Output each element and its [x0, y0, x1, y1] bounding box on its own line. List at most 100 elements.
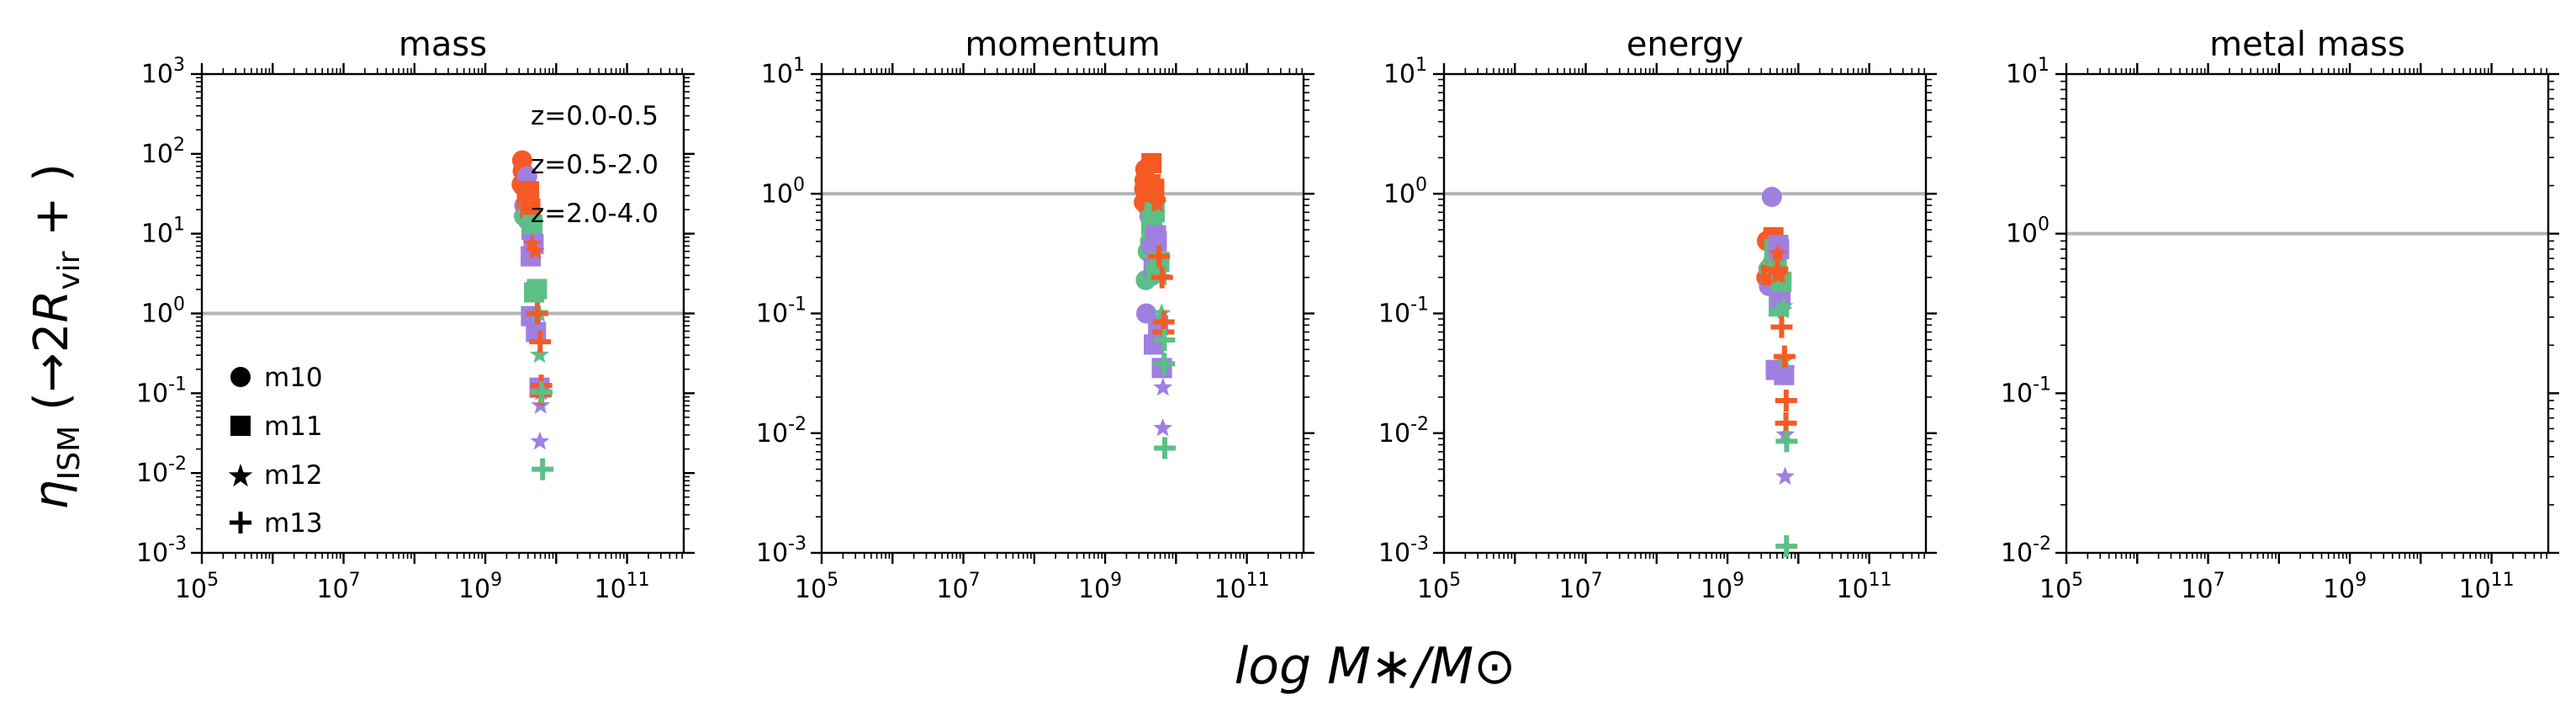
- x-tick-label: 1011: [594, 570, 649, 604]
- x-tick-label: 105: [175, 570, 219, 604]
- x-tick-label: 107: [1558, 570, 1602, 604]
- data-point-star: [1775, 466, 1795, 486]
- marker-legend: m10 m11 m12 m13: [228, 363, 323, 539]
- y-tick-label: 101: [1383, 55, 1427, 89]
- panel-momentum: momentum 105 107 109 1011 10-3 10-2 10-1 100 101: [511, 25, 1314, 604]
- y-tick-label: 100: [2006, 215, 2050, 249]
- data-point-star: [1768, 243, 1788, 263]
- panel-title: momentum: [965, 25, 1160, 64]
- x-tick-label: 109: [1701, 570, 1744, 604]
- data-point-square: [1141, 152, 1162, 173]
- data-point-star: [522, 234, 542, 252]
- panel-title: energy: [1627, 25, 1743, 64]
- panel-energy: energy 105 107 109 1011 10-3 10-2 10-1 100 101: [1134, 25, 1937, 604]
- panel-title: mass: [399, 25, 487, 64]
- redshift-legend: z=0.0-0.5 z=0.5-2.0 z=2.0-4.0: [531, 101, 659, 229]
- legend-z-high: z=2.0-4.0: [531, 199, 659, 229]
- y-tick-label: 101: [2006, 55, 2050, 89]
- data-point-plus: [1150, 266, 1173, 289]
- data-point-plus: [1773, 345, 1796, 368]
- legend-z-mid: z=0.5-2.0: [531, 150, 659, 180]
- y-tick-label: 10-2: [1378, 414, 1429, 449]
- x-tick-label: 107: [316, 570, 360, 604]
- data-point-square: [520, 199, 541, 220]
- y-axis-label: ηISM (→2Rvir + ): [24, 163, 87, 510]
- data-point-star: [1145, 174, 1166, 193]
- data-point-plus: [1775, 535, 1798, 558]
- x-tick-label: 1011: [1214, 570, 1269, 604]
- data-point-plus: [1153, 353, 1176, 375]
- y-tick-label: 101: [761, 55, 805, 89]
- data-point-plus: [1775, 430, 1798, 453]
- y-tick-label: 10-3: [136, 534, 187, 568]
- x-tick-label: 109: [458, 570, 502, 604]
- y-tick-label: 10-2: [136, 454, 187, 488]
- axes-frame: [1442, 72, 1928, 555]
- y-tick-label: 10-3: [756, 534, 807, 568]
- y-tick-label: 10-3: [1378, 534, 1429, 568]
- legend-plus-marker: [230, 512, 251, 534]
- data-point-star: [530, 344, 549, 364]
- x-tick-label: 109: [2323, 570, 2367, 604]
- data-point-star: [1776, 359, 1796, 379]
- data-point-star: [525, 241, 545, 260]
- x-tick-label: 1011: [2458, 570, 2514, 604]
- data-point-square: [526, 279, 547, 300]
- legend-circle-marker: [230, 367, 251, 387]
- legend-m11: m11: [264, 411, 323, 442]
- x-tick-label: 105: [795, 570, 838, 604]
- data-point-square: [519, 181, 540, 202]
- legend-m10: m10: [264, 363, 323, 393]
- data-point-plus: [1153, 329, 1176, 352]
- axes-frame: [200, 72, 685, 555]
- data-point-plus: [1148, 245, 1171, 268]
- y-tick-label: 102: [141, 135, 185, 169]
- y-tick-label: 100: [1383, 174, 1427, 209]
- axes-frame: [820, 72, 1305, 555]
- data-point-square: [526, 321, 547, 342]
- data-point-plus: [1775, 390, 1797, 412]
- data-point-circle: [1761, 186, 1782, 207]
- y-tick-label: 10-1: [136, 374, 187, 408]
- data-point-star: [1153, 377, 1173, 396]
- x-tick-label: 105: [1417, 570, 1461, 604]
- x-tick-label: 107: [936, 570, 980, 604]
- y-tick-label: 10-2: [2001, 534, 2051, 568]
- data-point-plus: [1766, 257, 1789, 280]
- data-point-star: [1774, 296, 1794, 315]
- data-point-plus: [526, 302, 549, 325]
- data-point-plus: [531, 381, 553, 404]
- data-point-star: [1153, 417, 1172, 437]
- x-tick-label: 105: [2039, 570, 2083, 604]
- data-point-square: [522, 215, 543, 236]
- data-point-plus: [1154, 437, 1177, 459]
- data-point-star: [530, 431, 550, 450]
- x-tick-label: 107: [2181, 570, 2224, 604]
- y-tick-label: 100: [141, 295, 185, 329]
- data-point-plus: [1144, 188, 1166, 210]
- y-tick-label: 10-1: [1378, 295, 1429, 329]
- data-point-plus: [1770, 316, 1793, 338]
- legend-star-marker: [228, 464, 253, 487]
- data-point-star: [1147, 194, 1167, 213]
- y-tick-label: 103: [141, 55, 185, 89]
- y-tick-label: 101: [141, 215, 185, 249]
- panel-metal-mass: metal mass 105 107 109 1011 10-2 10-1 100 101: [1756, 25, 2559, 604]
- legend-z-low: z=0.0-0.5: [531, 101, 659, 131]
- legend-m13: m13: [264, 508, 323, 539]
- panel-mass: mass 105 107 109 1011 10-3 10-2 10-1 100 101 102 10…: [136, 25, 695, 604]
- x-tick-label: 1011: [1836, 570, 1891, 604]
- panel-title: metal mass: [2209, 25, 2405, 64]
- x-tick-label: 109: [1078, 570, 1122, 604]
- y-tick-label: 10-1: [2001, 374, 2051, 408]
- data-point-plus: [529, 331, 552, 353]
- y-tick-label: 10-1: [756, 295, 807, 329]
- data-point-plus: [532, 458, 554, 480]
- x-axis-label: log M∗/M⊙: [1235, 637, 1516, 696]
- panels-group: mass 105 107 109 1011 10-3 10-2 10-1 100 101 102 10…: [136, 25, 2559, 604]
- legend-m12: m12: [264, 460, 323, 491]
- legend-square-marker: [230, 416, 251, 436]
- y-tick-label: 10-2: [756, 414, 807, 449]
- y-tick-label: 100: [761, 174, 805, 209]
